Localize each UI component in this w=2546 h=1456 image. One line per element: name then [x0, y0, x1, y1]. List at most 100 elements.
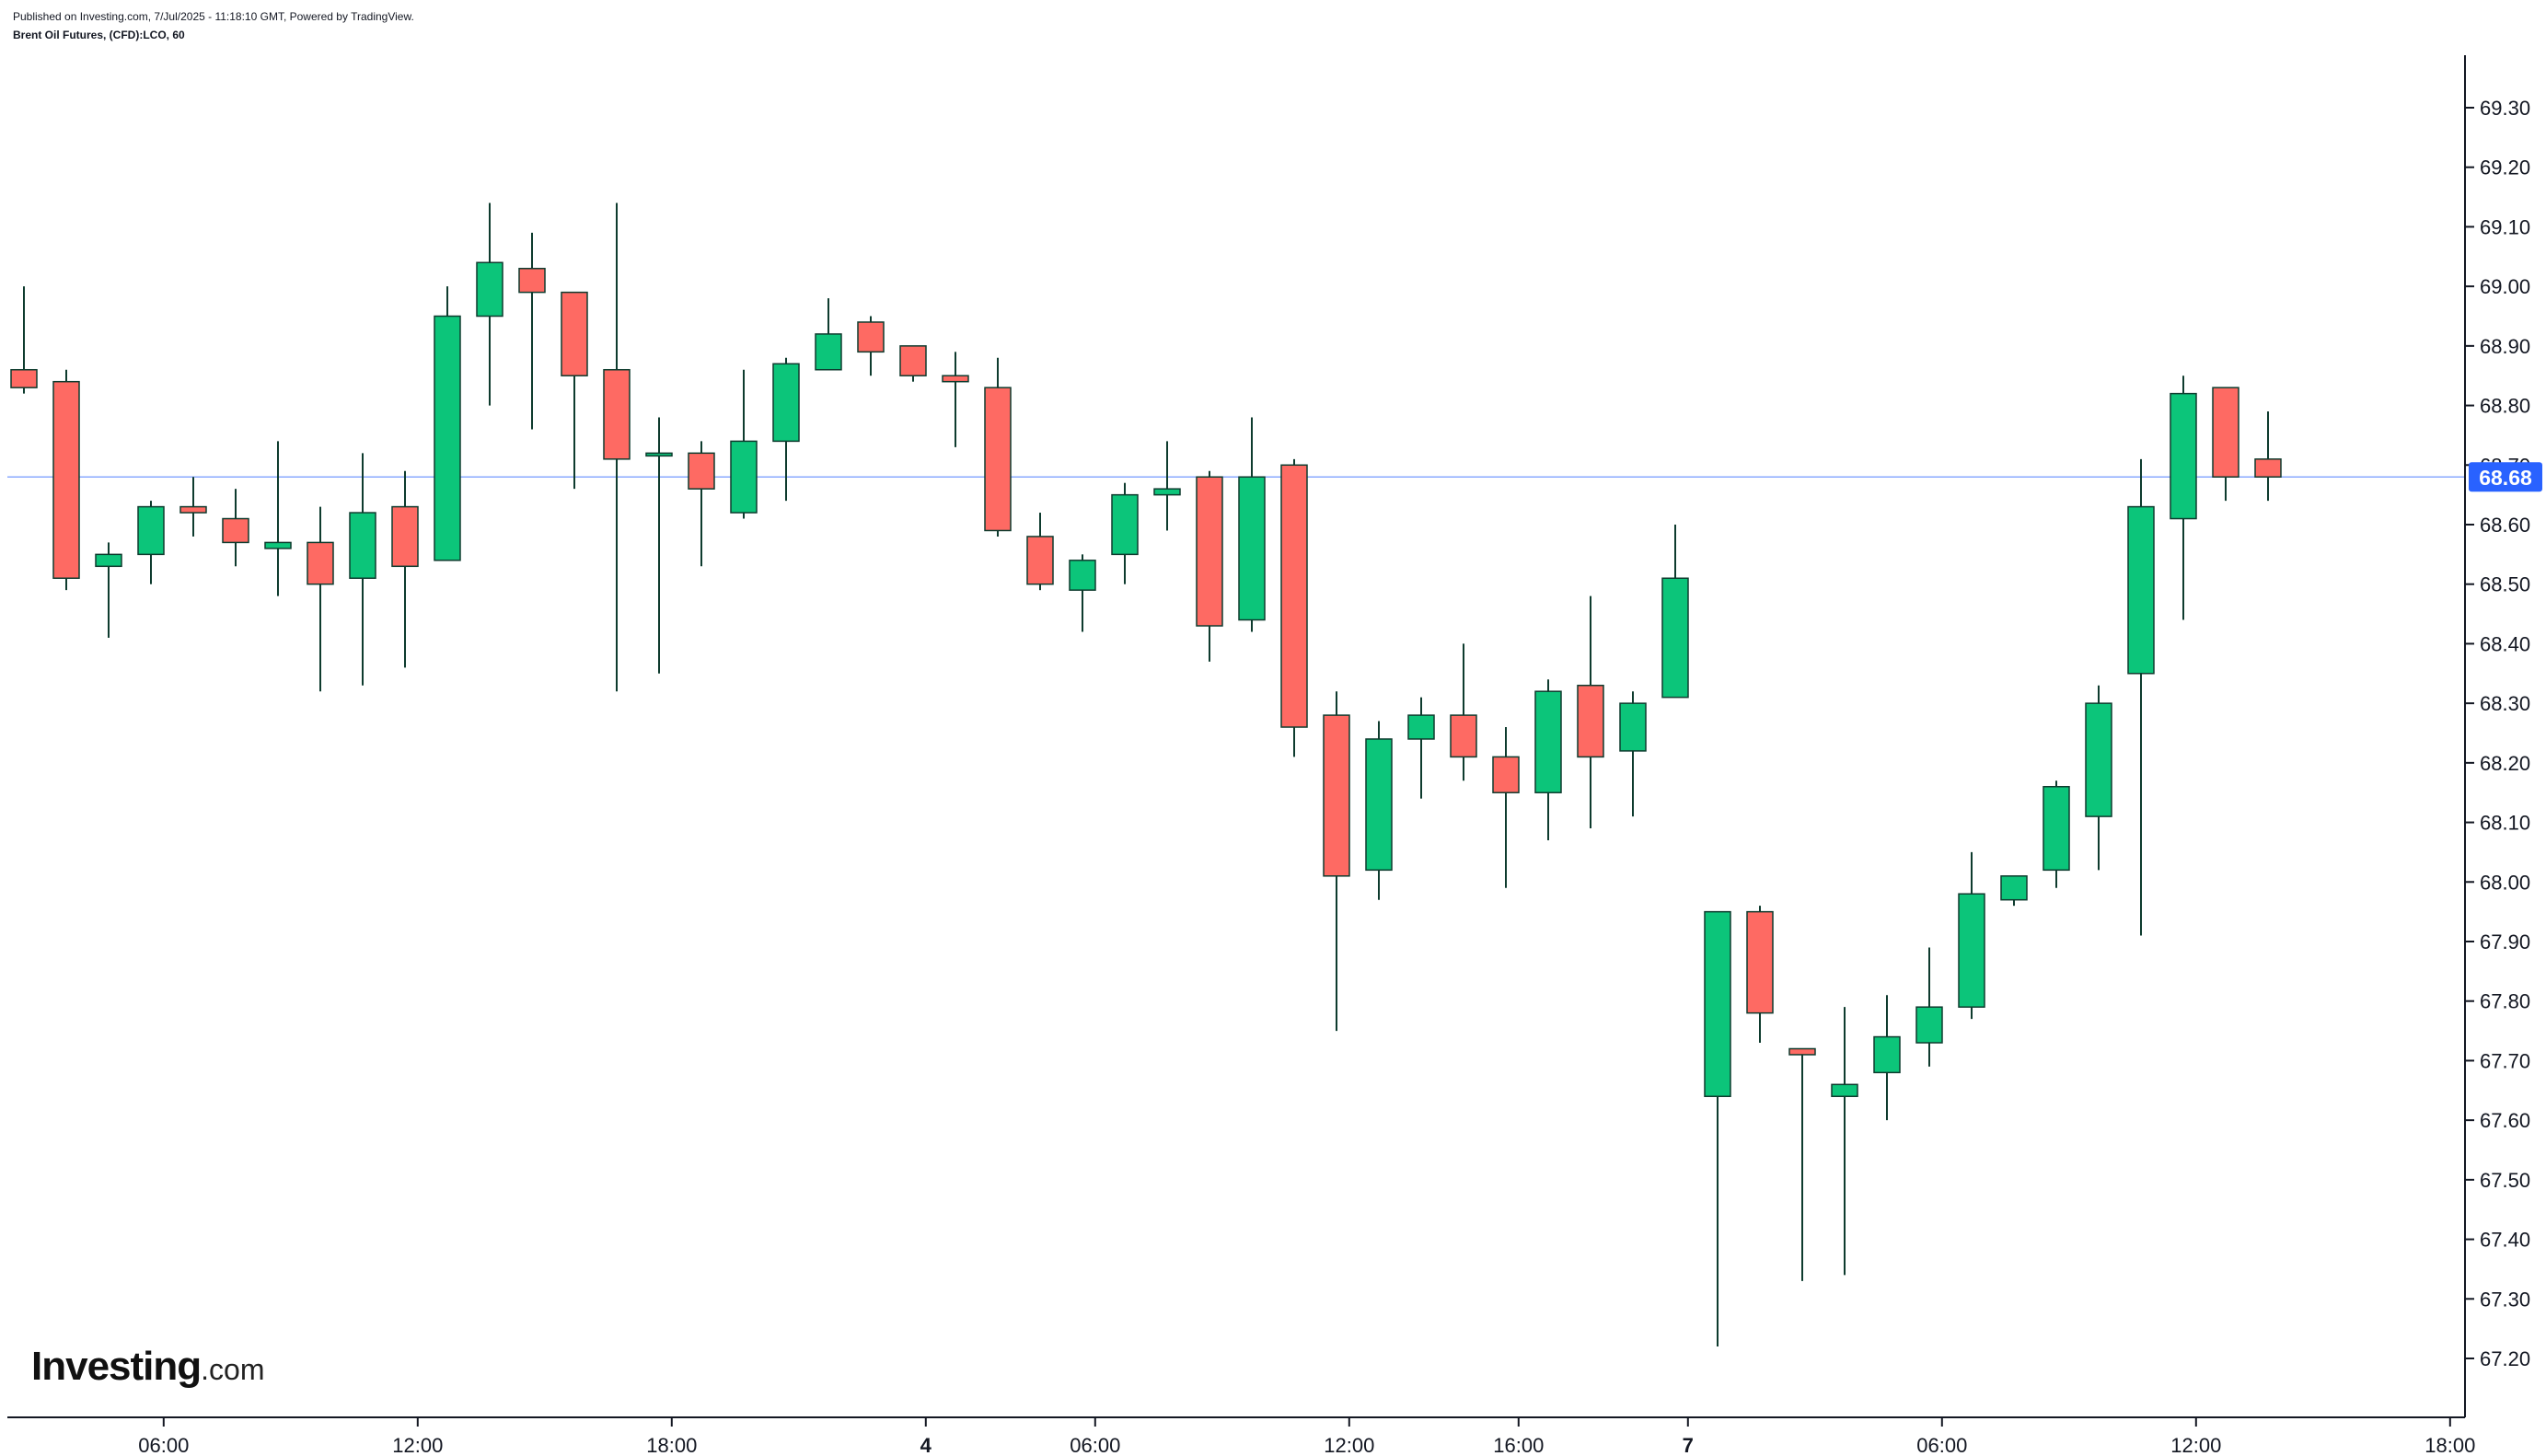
candle-body [1788, 1047, 1816, 1056]
candle-down [1196, 470, 1223, 662]
candle-up [772, 357, 800, 502]
candle-body [984, 387, 1012, 532]
candle-body [815, 333, 842, 371]
candle-body [2085, 702, 2112, 817]
candle-up [1958, 851, 1985, 1020]
price-tick-label: 68.20 [2480, 752, 2530, 775]
price-tick-label: 67.70 [2480, 1049, 2530, 1072]
candle-up [1873, 995, 1901, 1121]
candle-down [1450, 643, 1477, 781]
candle-up [2043, 780, 2070, 888]
time-tick-label: 12:00 [392, 1434, 443, 1456]
candle-body [857, 321, 885, 353]
candle-up [349, 453, 376, 686]
candle-body [1407, 714, 1435, 740]
candle-down [52, 369, 80, 591]
price-tick-label: 68.50 [2480, 573, 2530, 596]
price-tick-label: 68.90 [2480, 335, 2530, 358]
candle-body [2127, 505, 2155, 675]
candle-body [52, 380, 80, 579]
instrument-title: Brent Oil Futures, (CFD):LCO, 60 [13, 29, 185, 41]
candle-down [688, 441, 715, 567]
candle-down [1492, 727, 1520, 888]
candle-up [1704, 910, 1731, 1347]
candle-up [1915, 947, 1943, 1067]
investing-logo: Investing.com [31, 1344, 265, 1390]
candle-up [2085, 685, 2112, 871]
candle-down [561, 291, 588, 490]
candle-body [518, 267, 546, 294]
price-tick-label: 68.40 [2480, 632, 2530, 655]
candle-up [95, 542, 122, 638]
price-tick-label: 68.10 [2480, 812, 2530, 835]
last-price-label-box [2469, 462, 2542, 492]
candle-up [137, 501, 165, 584]
candle-body [264, 541, 292, 549]
candle-body [1619, 702, 1647, 752]
candle-body [1661, 577, 1689, 699]
candle-body [349, 512, 376, 579]
candle-body [1069, 560, 1096, 591]
candle-body [2212, 387, 2239, 478]
price-tick-label: 67.30 [2480, 1288, 2530, 1311]
candle-body [2043, 785, 2070, 872]
candle-down [942, 352, 969, 447]
candle-body [561, 291, 588, 376]
candle-down [1746, 906, 1774, 1044]
candle-up [476, 202, 503, 406]
candle-body [95, 553, 122, 568]
candle-up [434, 286, 461, 561]
candle-body [645, 452, 673, 457]
candle-up [730, 369, 758, 519]
candle-up [1069, 554, 1096, 632]
time-tick-label: 4 [920, 1434, 932, 1456]
candle-down [1280, 458, 1308, 757]
price-tick-label: 67.20 [2480, 1347, 2530, 1370]
candle-body [603, 368, 631, 460]
price-tick-label: 69.30 [2480, 97, 2530, 120]
candle-body [1196, 476, 1223, 627]
candle-up [1831, 1007, 1858, 1276]
candle-body [899, 345, 927, 376]
candle-body [476, 261, 503, 318]
candle-up [1153, 441, 1181, 531]
candle-up [264, 441, 292, 596]
candle-body [1577, 684, 1604, 758]
time-tick-label: 06:00 [138, 1434, 189, 1456]
candle-body [1026, 536, 1054, 585]
price-tick-label: 69.10 [2480, 215, 2530, 238]
candle-body [179, 505, 207, 514]
time-tick-label: 12:00 [2170, 1434, 2221, 1456]
candle-up [1111, 482, 1139, 584]
time-tick-label: 7 [1683, 1434, 1694, 1456]
candle-down [2254, 411, 2282, 502]
last-price-label: 68.68 [2479, 466, 2532, 490]
candle-body [2170, 392, 2197, 520]
price-tick-label: 68.60 [2480, 514, 2530, 537]
published-note: Published on Investing.com, 7/Jul/2025 -… [13, 10, 414, 23]
candle-down [307, 506, 334, 692]
candle-down [1788, 1047, 1816, 1281]
candle-down [10, 286, 38, 394]
price-tick-label: 67.80 [2480, 990, 2530, 1013]
candle-body [1915, 1006, 1943, 1044]
candle-down [1323, 691, 1350, 1032]
price-tick-label: 68.80 [2480, 395, 2530, 418]
candle-body [1534, 690, 1562, 793]
candle-body [222, 517, 249, 544]
time-tick-label: 16:00 [1493, 1434, 1544, 1456]
candle-body [391, 505, 419, 568]
logo-suffix: .com [201, 1353, 265, 1386]
time-tick-label: 06:00 [1070, 1434, 1120, 1456]
candle-down [518, 232, 546, 430]
candle-down [899, 345, 927, 382]
candle-body [1111, 493, 1139, 556]
time-tick-label: 18:00 [646, 1434, 697, 1456]
candle-up [815, 298, 842, 371]
candle-up [2000, 875, 2028, 907]
candle-body [1450, 714, 1477, 758]
candle-body [2000, 875, 2028, 901]
candle-up [1619, 691, 1647, 817]
candle-body [1238, 476, 1266, 621]
